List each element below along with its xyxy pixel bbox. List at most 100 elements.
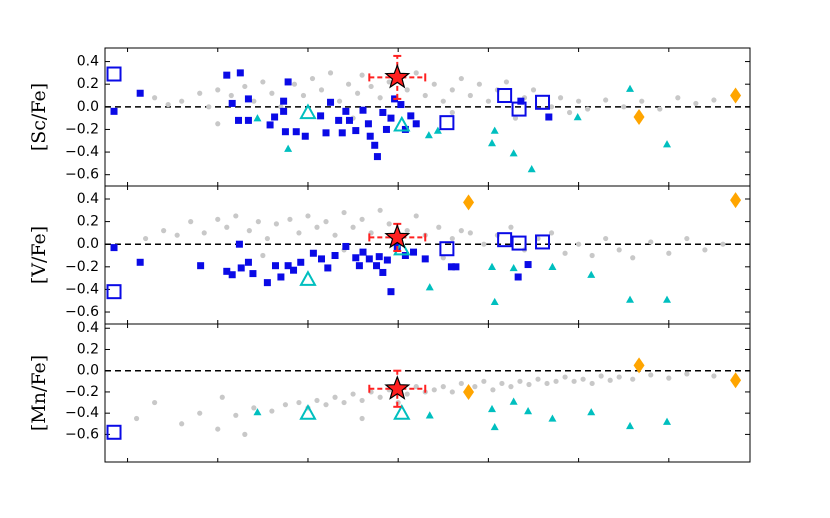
point (332, 394, 338, 400)
square-marker (249, 270, 257, 278)
point (368, 83, 374, 90)
square-marker (281, 128, 289, 136)
diamond-marker (633, 357, 645, 374)
triangle-marker (490, 297, 499, 306)
square-marker (236, 69, 244, 77)
y-tick-label: 0.0 (77, 363, 99, 379)
diamond-marker (463, 194, 475, 211)
point (571, 378, 577, 384)
y-tick-label: −0.2 (65, 121, 99, 137)
point (684, 235, 690, 242)
point (152, 399, 158, 406)
point (458, 75, 464, 82)
square-marker (309, 249, 317, 257)
point (576, 241, 582, 247)
square-marker (382, 125, 390, 133)
point (219, 394, 225, 400)
triangle-marker (393, 404, 411, 420)
point (431, 387, 437, 393)
panel-frame (104, 185, 751, 325)
diamond-marker (730, 372, 742, 389)
point (693, 100, 699, 107)
square-marker (228, 99, 236, 107)
point (323, 219, 329, 225)
square-marker (110, 107, 118, 115)
square-marker (271, 262, 279, 270)
square-marker (292, 128, 300, 136)
point (318, 87, 325, 93)
square-marker (280, 107, 288, 115)
square-marker (383, 256, 391, 264)
point (431, 81, 437, 87)
triangle-marker (425, 411, 434, 419)
y-tick-label: 0.4 (77, 54, 99, 70)
triangle-marker (299, 103, 317, 120)
square-marker (244, 95, 252, 103)
triangle-marker (626, 84, 635, 92)
y-tick-label: 0.2 (77, 76, 99, 92)
point (255, 219, 261, 225)
square-marker (439, 115, 455, 131)
point (377, 207, 383, 213)
point (224, 224, 230, 230)
point (589, 380, 595, 387)
y-axis-label: [V/Fe] (28, 226, 50, 284)
point (648, 239, 654, 245)
point (503, 79, 510, 85)
point (354, 90, 361, 96)
square-marker (355, 262, 363, 270)
square-marker (237, 264, 245, 272)
square-marker (511, 101, 527, 117)
panel-frame (104, 47, 751, 187)
point (161, 228, 167, 234)
square-marker (497, 232, 513, 248)
point (499, 380, 505, 387)
star-marker (384, 63, 411, 89)
square-marker (290, 266, 298, 274)
point (314, 224, 320, 230)
square-marker (439, 241, 455, 257)
point (228, 92, 234, 99)
point (485, 98, 491, 104)
square-marker (359, 106, 367, 114)
point (386, 79, 392, 85)
point (481, 378, 487, 384)
diamond-marker (730, 87, 742, 104)
point (630, 255, 636, 261)
point (490, 387, 496, 393)
triangle-marker (253, 408, 262, 416)
square-marker (412, 120, 420, 128)
square-marker (244, 258, 252, 266)
square-marker (514, 273, 522, 281)
triangle-marker (587, 270, 596, 278)
triangle-marker (253, 114, 262, 122)
point (133, 415, 140, 422)
square-marker (379, 108, 387, 116)
triangle-marker (299, 270, 317, 286)
point (576, 98, 582, 104)
point (684, 371, 690, 377)
point (359, 415, 365, 422)
point (603, 235, 609, 242)
square-marker (373, 262, 381, 270)
y-tick-label: 0.4 (77, 320, 99, 336)
square-marker (235, 116, 243, 124)
point (269, 90, 275, 96)
point (296, 399, 302, 406)
square-marker (387, 114, 395, 122)
point (526, 381, 532, 388)
triangle-marker (626, 421, 635, 430)
y-axis-label: [Mn/Fe] (28, 355, 50, 431)
diamond-marker (633, 109, 645, 125)
point (197, 90, 203, 96)
triangle-marker (488, 139, 496, 147)
square-marker (535, 234, 551, 250)
square-marker (375, 253, 383, 261)
star-marker (384, 223, 411, 249)
point (440, 384, 446, 390)
square-marker (452, 263, 460, 271)
y-tick-label: −0.6 (65, 426, 99, 442)
triangle-marker (509, 263, 518, 272)
point (449, 235, 455, 242)
point (142, 235, 149, 242)
